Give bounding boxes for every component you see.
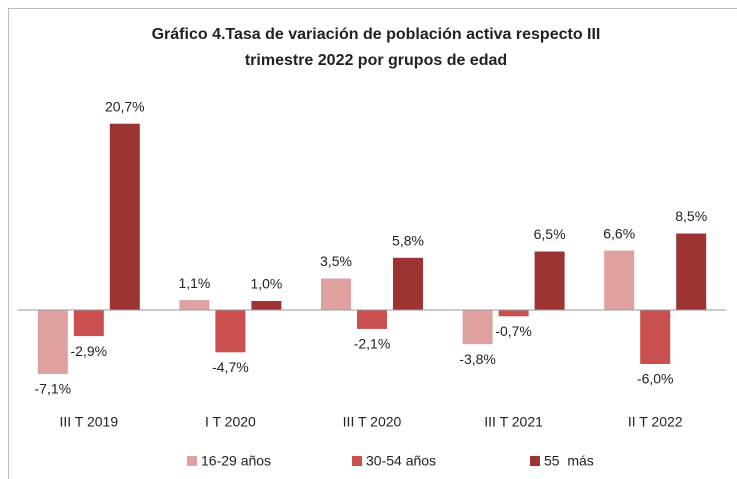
bar bbox=[109, 123, 140, 310]
bar bbox=[357, 310, 387, 329]
x-tick-label: III T 2020 bbox=[343, 414, 402, 430]
x-tick-label: III T 2021 bbox=[484, 414, 543, 430]
legend-label: 55 más bbox=[544, 453, 594, 469]
legend-swatch bbox=[530, 456, 540, 466]
data-label: -2,1% bbox=[354, 336, 391, 352]
bar bbox=[179, 300, 210, 310]
bar bbox=[640, 310, 671, 364]
data-label: 5,8% bbox=[392, 233, 424, 249]
bar bbox=[534, 251, 565, 310]
bar bbox=[604, 250, 635, 310]
bar bbox=[321, 278, 351, 310]
data-label: 1,0% bbox=[250, 276, 282, 292]
bar bbox=[498, 310, 529, 317]
legend-swatch bbox=[187, 456, 197, 466]
bar bbox=[215, 310, 246, 353]
data-label: -4,7% bbox=[212, 359, 249, 375]
bar bbox=[37, 310, 68, 374]
data-label: -2,9% bbox=[71, 343, 108, 359]
x-tick-label: III T 2019 bbox=[59, 414, 118, 430]
data-label: 1,1% bbox=[178, 275, 210, 291]
legend-label: 30-54 años bbox=[366, 453, 436, 469]
data-label: 6,5% bbox=[534, 226, 566, 242]
data-label: -6,0% bbox=[637, 371, 674, 387]
x-tick-label: II T 2022 bbox=[628, 414, 683, 430]
data-label: 6,6% bbox=[603, 225, 635, 241]
bar bbox=[676, 233, 707, 310]
data-label: -7,1% bbox=[35, 381, 72, 397]
x-tick-label: I T 2020 bbox=[205, 414, 256, 430]
bar bbox=[251, 301, 282, 310]
bar bbox=[462, 310, 493, 345]
data-label: -3,8% bbox=[459, 351, 496, 367]
data-label: 8,5% bbox=[675, 208, 707, 224]
chart-title: trimestre 2022 por grupos de edad bbox=[245, 52, 507, 69]
legend-label: 16-29 años bbox=[201, 453, 271, 469]
bar bbox=[393, 257, 423, 310]
chart-title: Gráfico 4.Tasa de variación de población… bbox=[152, 26, 601, 43]
data-label: 3,5% bbox=[320, 253, 352, 269]
bar bbox=[73, 310, 104, 337]
legend-swatch bbox=[352, 456, 362, 466]
data-label: -0,7% bbox=[495, 323, 532, 339]
data-label: 20,7% bbox=[105, 98, 145, 114]
chart-frame bbox=[8, 8, 737, 479]
